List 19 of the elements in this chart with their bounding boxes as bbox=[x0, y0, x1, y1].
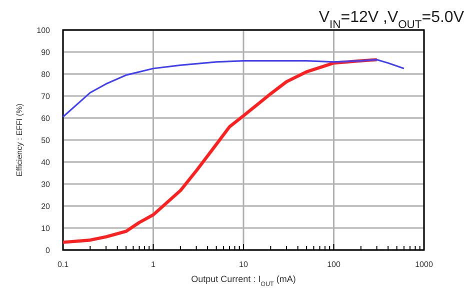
y-tick-label: 70 bbox=[41, 92, 51, 101]
y-tick-label: 50 bbox=[41, 136, 51, 145]
x-tick-label: 10 bbox=[239, 260, 248, 269]
x-axis-title: Output Current : I$_{OUT}$ (mA) bbox=[191, 274, 296, 288]
y-tick-label: 90 bbox=[41, 48, 51, 57]
x-tick-label: 1 bbox=[151, 260, 156, 269]
chart-title: V$_{IN}$=12V ,V$_{OUT}$=5.0V bbox=[318, 9, 464, 31]
y-tick-label: 30 bbox=[41, 180, 51, 189]
y-tick-label: 0 bbox=[46, 246, 51, 255]
x-tick-label: 1000 bbox=[415, 260, 434, 269]
y-tick-label: 100 bbox=[36, 26, 51, 35]
y-axis-title: Efficiency : EFFI (%) bbox=[15, 103, 24, 176]
y-tick-label: 20 bbox=[41, 202, 51, 211]
x-tick-label: 100 bbox=[327, 260, 341, 269]
y-tick-label: 40 bbox=[41, 158, 51, 167]
y-tick-label: 60 bbox=[41, 114, 51, 123]
x-tick-label: 0.1 bbox=[57, 260, 70, 269]
y-tick-label: 10 bbox=[41, 224, 51, 233]
y-tick-label: 80 bbox=[41, 70, 51, 79]
